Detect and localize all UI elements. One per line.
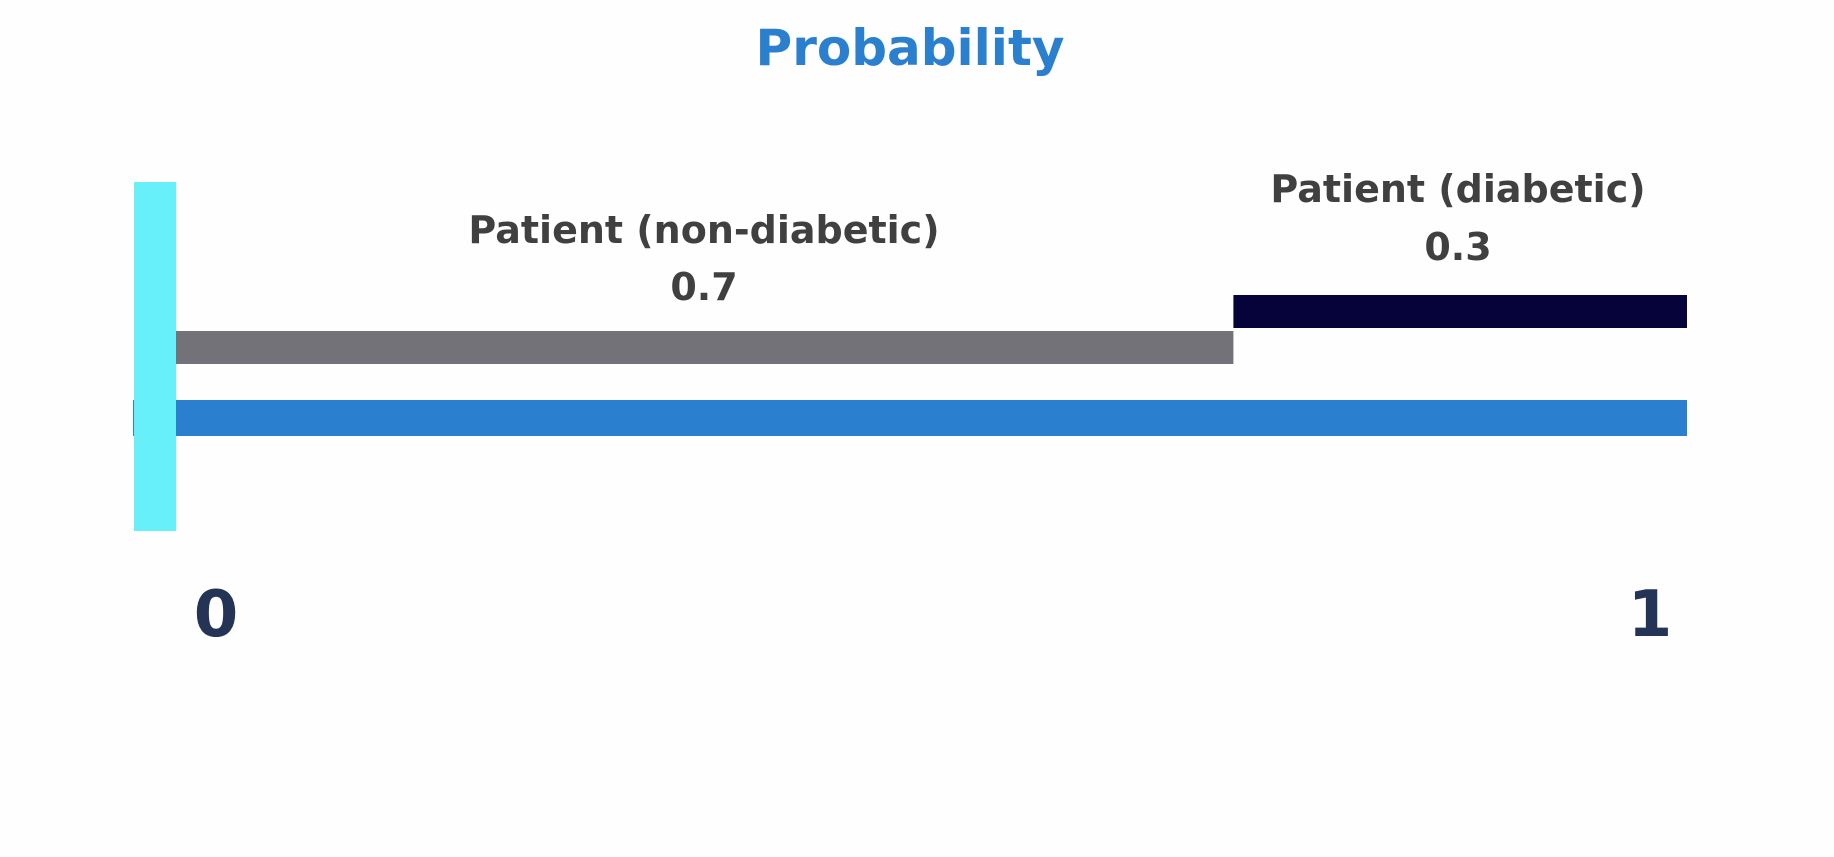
segment-name-label: Patient (non-diabetic)	[468, 208, 939, 252]
chart-title: Probability	[756, 19, 1065, 77]
probability-axis-bar	[133, 400, 1687, 436]
segment-name-label: Patient (diabetic)	[1270, 167, 1645, 211]
tick-label: 1	[1628, 578, 1673, 652]
zero-marker	[134, 182, 176, 531]
segment-bar	[1233, 295, 1687, 328]
segment-bar	[175, 331, 1234, 364]
segment-value-label: 0.3	[1424, 225, 1491, 269]
segment-value-label: 0.7	[670, 265, 737, 309]
chart-marks: Patient (non-diabetic) 0.7 Patient (diabet…	[133, 167, 1687, 652]
tick-label: 0	[194, 578, 239, 652]
